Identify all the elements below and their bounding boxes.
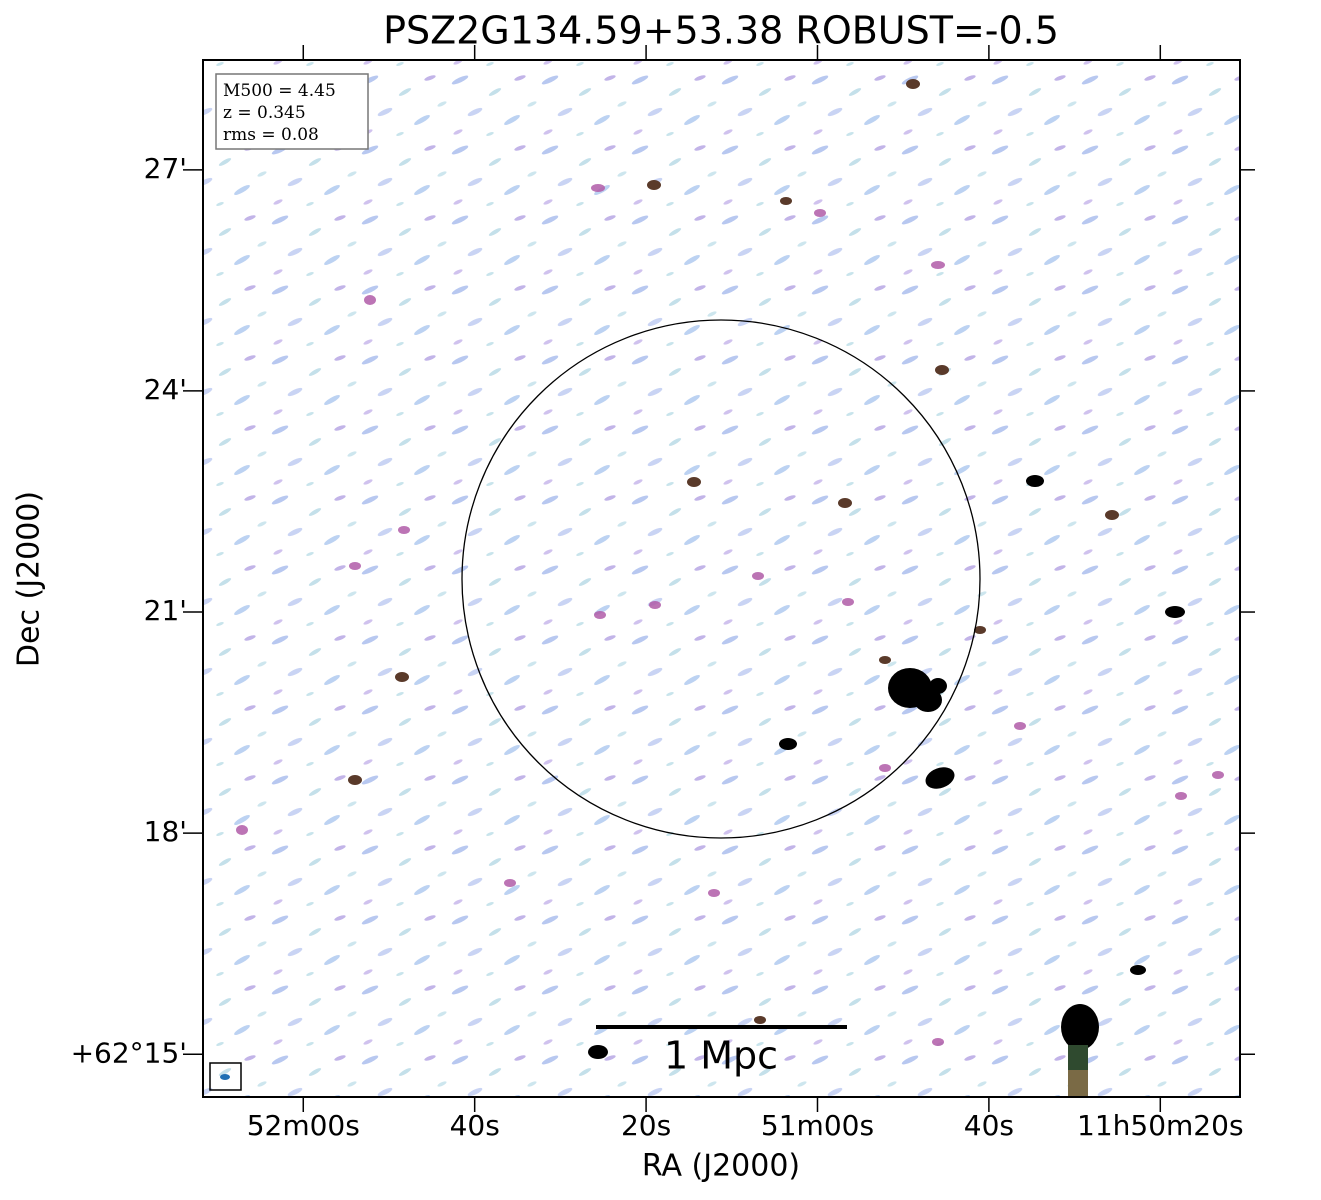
x-tick-label: 40s — [964, 1109, 1014, 1142]
scale-bar-label: 1 Mpc — [664, 1034, 778, 1078]
y-axis-label: Dec (J2000) — [12, 491, 47, 667]
annotation-box: M500 = 4.45 z = 0.345 rms = 0.08 — [215, 73, 369, 150]
annotation: M500 = 4.45 — [223, 81, 336, 101]
x-tick-label: 11h50m20s — [1077, 1109, 1244, 1142]
noise-background — [203, 60, 1240, 1097]
x-tick-label: 40s — [450, 1109, 500, 1142]
r500-circle — [461, 319, 981, 839]
faint-sources — [236, 184, 1224, 1046]
chart-title: PSZ2G134.59+53.38 ROBUST=-0.5 — [383, 9, 1059, 53]
y-tick-label: 18' — [144, 815, 187, 848]
bright-sources — [588, 475, 1185, 1097]
y-tick-label: +62°15' — [71, 1036, 187, 1069]
x-tick-label: 52m00s — [247, 1109, 360, 1142]
x-tick-label: 51m00s — [761, 1109, 874, 1142]
beam — [220, 1074, 230, 1080]
plot-frame — [202, 59, 1241, 1098]
compact-sources — [348, 79, 1119, 1024]
y-tick-label: 27' — [144, 152, 187, 185]
radio-image — [203, 60, 1240, 1097]
y-tick-label: 24' — [144, 373, 187, 406]
beam-box — [209, 1062, 242, 1091]
annotation: z = 0.345 — [223, 103, 306, 123]
annotation: rms = 0.08 — [223, 125, 319, 145]
annotation-frame — [215, 73, 369, 150]
x-tick-label: 20s — [621, 1109, 671, 1142]
y-tick-label: 21' — [144, 594, 187, 627]
x-axis-label: RA (J2000) — [642, 1149, 800, 1184]
